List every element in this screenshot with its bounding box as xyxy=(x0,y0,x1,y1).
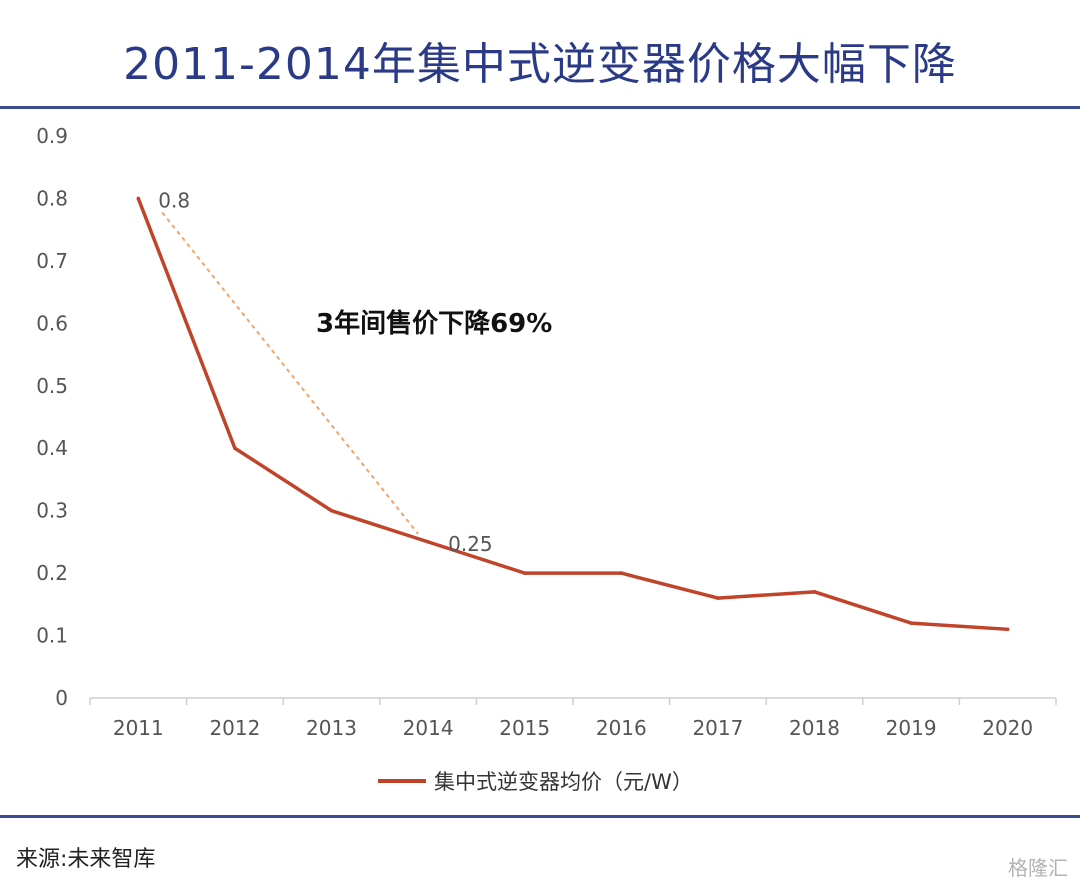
source-note: 来源:未来智库 xyxy=(16,847,156,872)
data-point xyxy=(1005,627,1010,632)
data-point xyxy=(619,571,624,575)
x-tick-label: 2012 xyxy=(209,716,260,740)
x-tick-label: 2020 xyxy=(982,716,1033,740)
legend: 集中式逆变器均价（元/W） xyxy=(378,770,693,794)
data-label: 0.25 xyxy=(448,532,493,556)
x-tick-label: 2018 xyxy=(789,716,840,740)
data-point xyxy=(716,596,720,600)
x-tick-label: 2015 xyxy=(499,716,550,740)
data-points xyxy=(136,196,1010,632)
y-tick-label: 0.5 xyxy=(36,374,68,398)
y-tick-label: 0.4 xyxy=(36,436,68,460)
x-tick-label: 2019 xyxy=(886,716,937,740)
series-line-inverter-price xyxy=(136,197,1008,632)
y-tick-label: 0.8 xyxy=(36,186,68,210)
watermark: 格隆汇 xyxy=(1008,856,1068,880)
data-point xyxy=(812,590,817,594)
data-point xyxy=(233,446,237,451)
y-tick-label: 0.3 xyxy=(36,499,68,523)
x-tick-label: 2014 xyxy=(403,716,454,740)
data-labels: 0.8 0.25 xyxy=(158,188,492,555)
x-tick-label: 2017 xyxy=(692,716,743,740)
data-point xyxy=(522,571,527,575)
page-title: 2011-2014年集中式逆变器价格大幅下降 xyxy=(123,39,957,90)
data-label: 0.8 xyxy=(158,188,190,212)
data-point xyxy=(426,540,430,544)
annotation-text: 3年间售价下降69% xyxy=(316,308,552,339)
x-axis-labels: 2011 2012 2013 2014 2015 2016 2017 2018 2019 2020 xyxy=(113,716,1033,740)
y-tick-label: 0 xyxy=(55,686,68,710)
y-tick-label: 0.1 xyxy=(36,624,68,648)
x-tick-label: 2011 xyxy=(113,716,164,740)
data-point xyxy=(329,508,334,513)
footer-divider xyxy=(0,815,1080,818)
x-tick-label: 2013 xyxy=(306,716,357,740)
y-tick-label: 0.7 xyxy=(36,249,68,273)
y-tick-label: 0.9 xyxy=(36,124,68,148)
y-axis-ticks: 0 0.1 0.2 0.3 0.4 0.5 0.6 0.7 0.8 0.9 xyxy=(36,124,68,710)
data-point xyxy=(909,621,913,625)
x-axis-ticks xyxy=(89,698,1057,705)
y-tick-label: 0.2 xyxy=(36,561,68,585)
title-divider xyxy=(0,106,1080,109)
data-point xyxy=(136,196,141,201)
x-tick-label: 2016 xyxy=(596,716,647,740)
legend-label: 集中式逆变器均价（元/W） xyxy=(434,770,693,794)
y-tick-label: 0.6 xyxy=(36,311,68,335)
